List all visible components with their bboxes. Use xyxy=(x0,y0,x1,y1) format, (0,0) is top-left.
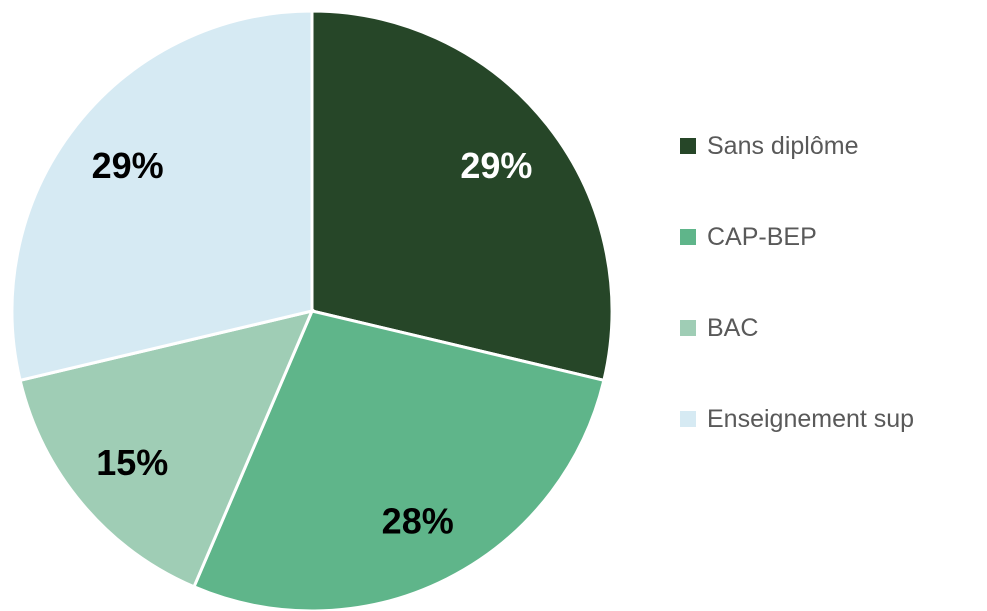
value-label: 29% xyxy=(460,145,532,186)
value-label: 28% xyxy=(382,500,454,541)
pie-slice xyxy=(10,9,314,383)
legend-label: BAC xyxy=(707,314,758,342)
pie-slice xyxy=(192,309,606,611)
legend-label: Enseignement sup xyxy=(707,405,914,433)
legend-swatch xyxy=(680,320,696,336)
pie-slice xyxy=(310,9,614,383)
pie-slice xyxy=(18,308,315,589)
legend-label: CAP-BEP xyxy=(707,223,817,251)
value-label: 29% xyxy=(92,145,164,186)
legend-swatch xyxy=(680,229,696,245)
value-label: 15% xyxy=(96,442,168,483)
legend-swatch xyxy=(680,411,696,427)
legend-swatch xyxy=(680,138,696,154)
legend-label: Sans diplôme xyxy=(707,132,858,160)
